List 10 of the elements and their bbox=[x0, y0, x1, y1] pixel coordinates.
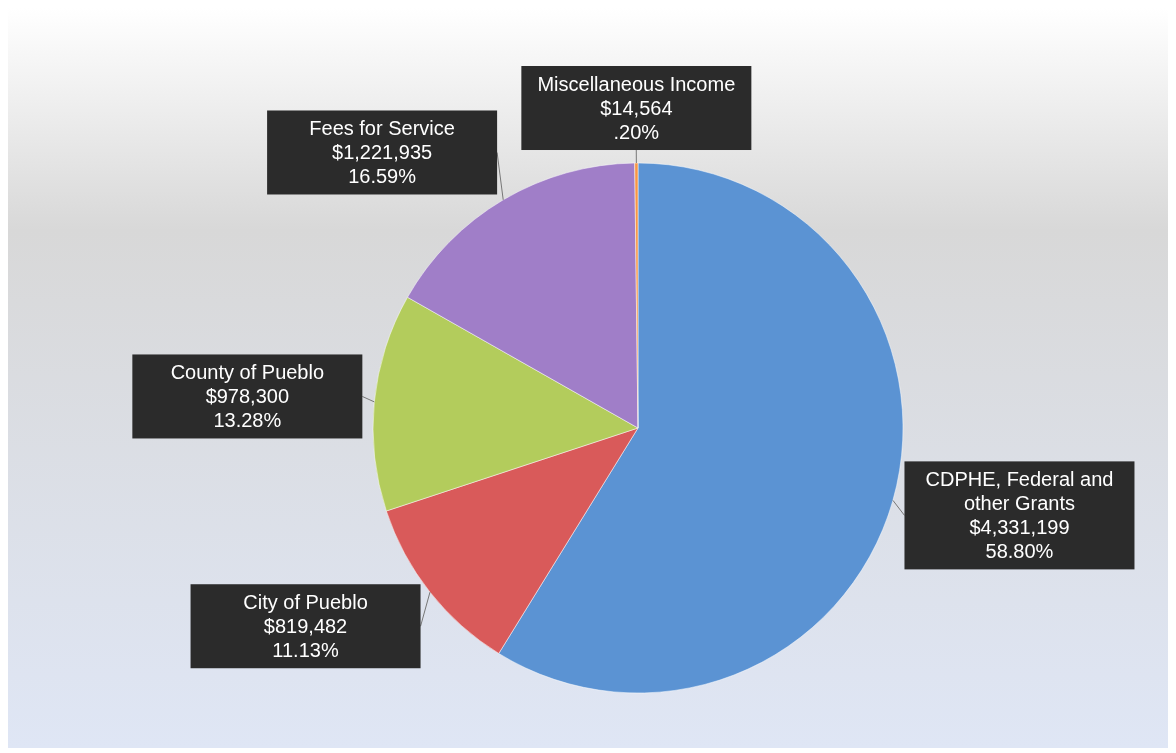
slice-label: Fees for Service bbox=[309, 117, 455, 140]
data-label: $819,482 11.13% bbox=[263, 615, 348, 662]
slice-label: City of Pueblo bbox=[243, 591, 368, 614]
data-label: $14,564 .20% bbox=[600, 97, 673, 144]
slice-label: CDPHE, Federal and other Grants bbox=[925, 468, 1114, 515]
data-label: $1,221,935 16.59% bbox=[332, 141, 433, 188]
slice-label: County of Pueblo bbox=[170, 361, 325, 384]
data-label: $4,331,199 58.80% bbox=[969, 516, 1070, 563]
slice-label: Miscellaneous Income bbox=[537, 73, 736, 96]
data-label: $978,300 13.28% bbox=[205, 385, 290, 432]
